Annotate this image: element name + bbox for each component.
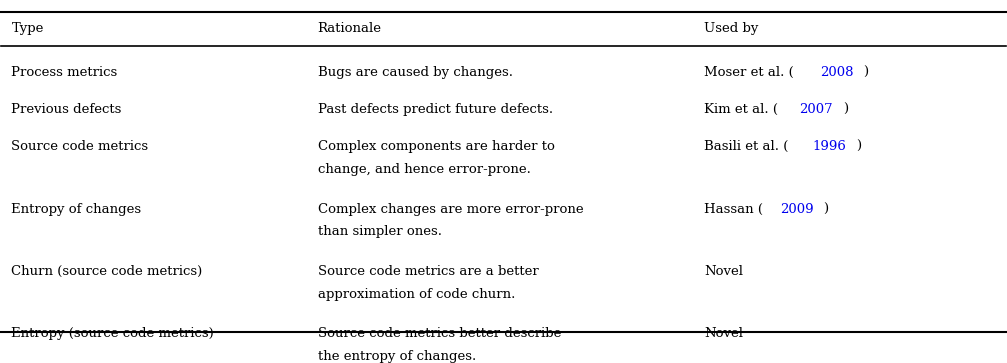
Text: ): ) xyxy=(857,140,862,153)
Text: 1996: 1996 xyxy=(813,140,847,153)
Text: than simpler ones.: than simpler ones. xyxy=(318,225,442,238)
Text: Kim et al. (: Kim et al. ( xyxy=(704,103,778,116)
Text: Churn (source code metrics): Churn (source code metrics) xyxy=(11,265,202,278)
Text: Previous defects: Previous defects xyxy=(11,103,122,116)
Text: ): ) xyxy=(824,203,829,216)
Text: Hassan (: Hassan ( xyxy=(704,203,763,216)
Text: Type: Type xyxy=(11,22,44,35)
Text: Bugs are caused by changes.: Bugs are caused by changes. xyxy=(318,66,513,79)
Text: Novel: Novel xyxy=(704,265,743,278)
Text: Moser et al. (: Moser et al. ( xyxy=(704,66,795,79)
Text: Used by: Used by xyxy=(704,22,758,35)
Text: Source code metrics: Source code metrics xyxy=(11,140,149,153)
Text: Entropy (source code metrics): Entropy (source code metrics) xyxy=(11,327,214,340)
Text: Source code metrics better describe: Source code metrics better describe xyxy=(318,327,561,340)
Text: the entropy of changes.: the entropy of changes. xyxy=(318,350,476,363)
Text: Process metrics: Process metrics xyxy=(11,66,118,79)
Text: ): ) xyxy=(863,66,868,79)
Text: approximation of code churn.: approximation of code churn. xyxy=(318,288,516,301)
Text: Complex components are harder to: Complex components are harder to xyxy=(318,140,555,153)
Text: Novel: Novel xyxy=(704,327,743,340)
Text: Rationale: Rationale xyxy=(318,22,382,35)
Text: Source code metrics are a better: Source code metrics are a better xyxy=(318,265,539,278)
Text: change, and hence error-prone.: change, and hence error-prone. xyxy=(318,163,531,176)
Text: Complex changes are more error-prone: Complex changes are more error-prone xyxy=(318,203,583,216)
Text: ): ) xyxy=(843,103,848,116)
Text: 2008: 2008 xyxy=(820,66,853,79)
Text: 2007: 2007 xyxy=(800,103,833,116)
Text: Past defects predict future defects.: Past defects predict future defects. xyxy=(318,103,553,116)
Text: Entropy of changes: Entropy of changes xyxy=(11,203,142,216)
Text: 2009: 2009 xyxy=(780,203,814,216)
Text: Basili et al. (: Basili et al. ( xyxy=(704,140,788,153)
